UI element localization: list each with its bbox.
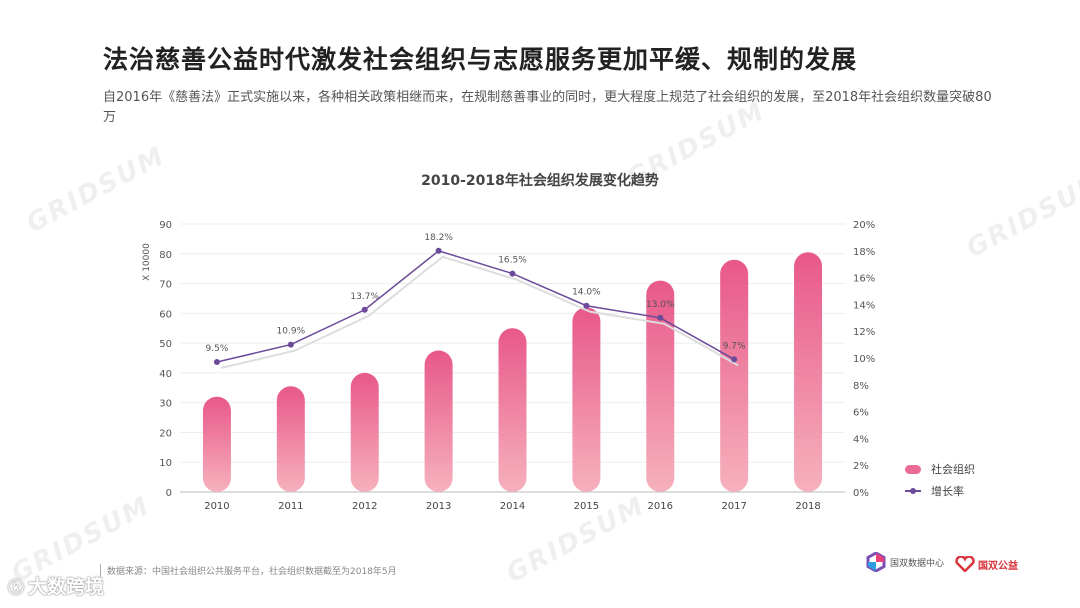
y-left-axis-label: X 10000: [142, 243, 152, 281]
hexagon-logo-icon: [866, 552, 886, 572]
logo2-label: 国双公益: [978, 560, 1018, 572]
growth-point: [657, 314, 664, 321]
growth-line: [216, 249, 735, 363]
x-tick-label: 2017: [721, 501, 746, 512]
growth-point: [731, 356, 738, 363]
legend-bar-swatch: [905, 464, 921, 474]
y-left-tick-label: 20: [159, 428, 172, 439]
x-tick-label: 2016: [648, 501, 673, 512]
growth-data-label: 13.7%: [350, 292, 379, 302]
y-left-tick-label: 70: [159, 280, 172, 291]
y-right-tick-label: 6%: [853, 408, 869, 419]
y-right-tick-label: 18%: [853, 247, 875, 258]
growth-data-label: 9.5%: [206, 344, 229, 354]
bar: [720, 259, 749, 492]
brand-icon: ⓚ: [8, 577, 25, 597]
y-left-tick-label: 90: [159, 220, 172, 231]
y-right-tick-label: 2%: [853, 461, 869, 472]
legend-bar-label: 社会组织: [931, 463, 975, 476]
page-title: 法治慈善公益时代激发社会组织与志愿服务更加平缓、规制的发展: [103, 45, 858, 74]
x-tick-label: 2010: [204, 501, 229, 512]
bar: [572, 307, 601, 492]
y-left-tick-label: 10: [159, 458, 172, 469]
growth-point: [583, 302, 590, 309]
growth-data-label: 13.0%: [646, 300, 675, 310]
growth-point: [213, 359, 220, 366]
x-tick-label: 2012: [352, 501, 377, 512]
bar: [646, 280, 675, 492]
y-right-tick-label: 0%: [853, 488, 869, 499]
y-right-tick-label: 4%: [853, 434, 869, 445]
logo1-label: 国双数据中心: [890, 558, 945, 569]
legend-line-label: 增长率: [931, 485, 964, 498]
growth-data-label: 10.9%: [277, 327, 306, 337]
y-left-tick-label: 80: [159, 250, 172, 261]
x-tick-label: 2014: [500, 501, 525, 512]
chart-legend: 社会组织 增长率: [905, 458, 975, 502]
brand-label: 大数跨境: [28, 576, 105, 598]
legend-line-swatch: [905, 488, 921, 494]
bar: [202, 396, 231, 492]
y-right-tick-label: 10%: [853, 354, 875, 365]
growth-data-label: 16.5%: [498, 256, 527, 266]
bar: [276, 386, 305, 492]
y-right-tick-label: 8%: [853, 381, 869, 392]
y-right-tick-label: 20%: [853, 220, 875, 231]
bar: [424, 350, 453, 492]
growth-point: [287, 341, 294, 348]
brand-watermark: ⓚ 大数跨境: [8, 572, 104, 599]
x-tick-label: 2018: [795, 501, 820, 512]
growth-point: [435, 247, 442, 254]
growth-data-label: 14.0%: [572, 288, 601, 298]
page-subtitle: 自2016年《慈善法》正式实施以来，各种相关政策相继而来，在规制慈善事业的同时，…: [103, 90, 992, 125]
y-left-tick-label: 40: [159, 369, 172, 380]
y-right-tick-label: 14%: [853, 300, 875, 311]
bar: [498, 328, 527, 492]
growth-data-label: 9.7%: [723, 341, 746, 351]
growth-point: [361, 306, 368, 313]
gridsum-charity-logo: 国双公益: [955, 556, 1018, 572]
bar: [794, 252, 823, 492]
growth-line-shadow: [220, 255, 739, 369]
bar: [350, 372, 379, 492]
x-tick-label: 2013: [426, 501, 451, 512]
gridsum-data-logo: 国双数据中心: [866, 552, 944, 572]
data-source: 数据来源：中国社会组织公共服务平台，社会组织数据截至为2018年5月: [100, 564, 397, 577]
legend-item-line: 增长率: [905, 480, 975, 502]
heart-logo-icon: [955, 556, 975, 572]
y-left-tick-label: 0: [166, 488, 172, 499]
growth-data-label: 18.2%: [424, 233, 453, 243]
y-left-tick-label: 50: [159, 339, 172, 350]
chart-title: 2010-2018年社会组织发展变化趋势: [421, 173, 659, 189]
legend-item-bar: 社会组织: [905, 458, 975, 480]
y-left-tick-label: 30: [159, 399, 172, 410]
x-tick-label: 2015: [574, 501, 599, 512]
y-right-tick-label: 16%: [853, 274, 875, 285]
y-right-tick-label: 12%: [853, 327, 875, 338]
x-tick-label: 2011: [278, 501, 303, 512]
y-left-tick-label: 60: [159, 309, 172, 320]
growth-point: [509, 270, 516, 277]
